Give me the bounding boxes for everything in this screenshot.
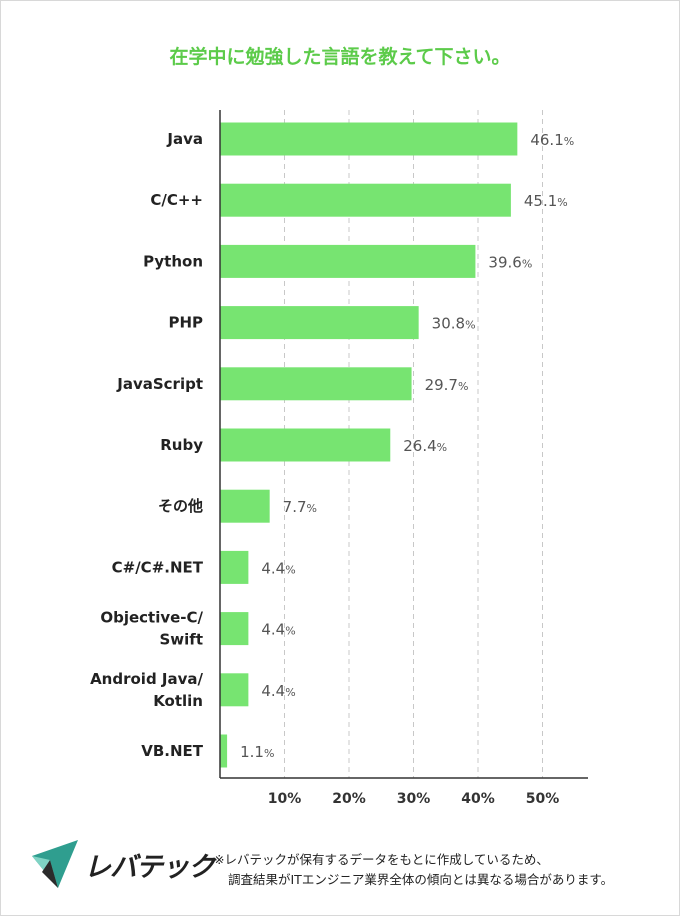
- bar: [220, 489, 270, 523]
- category-label: Android Java/Kotlin: [90, 670, 203, 710]
- bar: [220, 428, 391, 462]
- category-label: Ruby: [160, 436, 203, 454]
- value-label: 30.8%: [432, 315, 476, 333]
- bar: [220, 183, 511, 217]
- chart-title: 在学中に勉強した言語を教えて下さい。: [169, 46, 511, 68]
- value-label: 4.4%: [261, 559, 295, 577]
- bar: [220, 550, 249, 584]
- footnote-line-1: ※レバテックが保有するデータをもとに作成しているため、: [214, 852, 549, 867]
- footnote: ※レバテックが保有するデータをもとに作成しているため、 調査結果がITエンジニア…: [214, 850, 613, 890]
- levtech-logo-icon: [32, 840, 78, 888]
- bar: [220, 367, 412, 401]
- logo-wordmark: レバテック: [84, 852, 215, 883]
- x-tick-label: 30%: [397, 791, 431, 807]
- bar: [220, 122, 518, 156]
- category-label: Java: [166, 130, 203, 148]
- bar: [220, 612, 249, 646]
- category-label: PHP: [168, 314, 203, 332]
- x-tick-label: 50%: [526, 791, 560, 807]
- footnote-line-2: 調査結果がITエンジニア業界全体の傾向とは異なる場合があります。: [228, 872, 614, 887]
- value-label: 29.7%: [425, 376, 469, 394]
- bar: [220, 306, 419, 340]
- value-label: 46.1%: [530, 131, 574, 149]
- x-tick-label: 10%: [268, 791, 302, 807]
- category-label: C/C++: [150, 191, 203, 209]
- value-label: 4.4%: [261, 682, 295, 700]
- value-label: 45.1%: [524, 192, 568, 210]
- bar: [220, 244, 476, 278]
- x-tick-label: 20%: [332, 791, 366, 807]
- bar: [220, 673, 249, 707]
- value-label: 1.1%: [240, 743, 274, 761]
- value-label: 39.6%: [488, 253, 532, 271]
- x-tick-label: 40%: [461, 791, 495, 807]
- category-label: C#/C#.NET: [112, 558, 204, 576]
- value-label: 4.4%: [261, 621, 295, 639]
- category-label: JavaScript: [116, 375, 203, 393]
- bar: [220, 734, 228, 768]
- category-label: その他: [158, 497, 203, 515]
- category-label: Python: [143, 252, 203, 270]
- value-label: 7.7%: [283, 498, 317, 516]
- bar-chart: 10% 20% 30% 40% 50% Java 46.1% C/C++ 45.1% Python…: [90, 110, 588, 807]
- value-label: 26.4%: [403, 437, 447, 455]
- category-label: VB.NET: [141, 742, 204, 760]
- category-label: Objective-C/Swift: [100, 609, 203, 649]
